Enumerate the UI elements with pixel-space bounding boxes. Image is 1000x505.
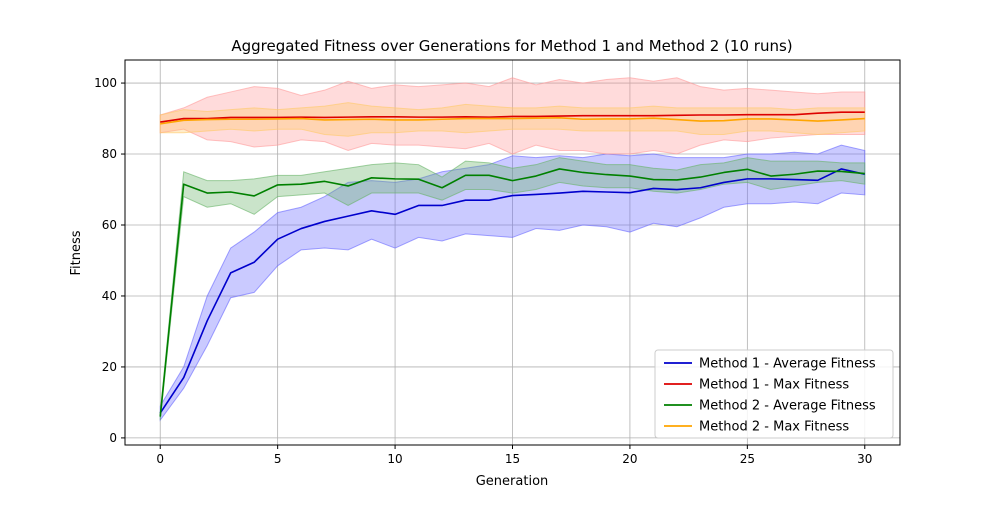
x-axis-label: Generation — [476, 474, 549, 489]
band-method-2-max-fitness — [159, 102, 866, 137]
x-tick-label: 20 — [622, 452, 637, 466]
y-tick-label: 60 — [102, 218, 117, 232]
line-method-2-average-fitness — [159, 168, 865, 417]
band-method-1-average-fitness — [159, 144, 866, 422]
band-method-2-average-fitness — [159, 157, 866, 421]
legend-label: Method 2 - Max Fitness — [699, 420, 849, 435]
line-method-2-max-fitness — [160, 117, 865, 125]
legend: Method 1 - Average Fitness Method 1 - Max… — [654, 349, 894, 439]
y-tick-label: 80 — [102, 147, 117, 161]
series-lines — [159, 111, 865, 417]
x-tick-label: 0 — [156, 452, 164, 466]
legend-box — [654, 349, 894, 439]
x-tick-label: 30 — [857, 452, 872, 466]
line-method-1-max-fitness — [160, 111, 865, 123]
x-tick-label: 10 — [387, 452, 402, 466]
y-tick-label: 40 — [102, 289, 117, 303]
line-method-1-average-fitness — [159, 168, 865, 414]
legend-label: Method 1 - Max Fitness — [699, 378, 849, 393]
y-tick-label: 0 — [109, 431, 117, 445]
grid — [125, 60, 900, 445]
x-tick-label: 25 — [740, 452, 755, 466]
axis-ticks: 0 5 10 15 20 25 30 0 20 40 60 80 100 — [94, 76, 872, 466]
legend-label: Method 1 - Average Fitness — [699, 357, 876, 372]
chart-title: Aggregated Fitness over Generations for … — [231, 37, 792, 55]
y-tick-label: 100 — [94, 76, 117, 90]
x-tick-label: 5 — [274, 452, 282, 466]
y-axis-label: Fitness — [69, 230, 84, 275]
x-tick-label: 15 — [505, 452, 520, 466]
legend-label: Method 2 - Average Fitness — [699, 399, 876, 414]
y-tick-label: 20 — [102, 360, 117, 374]
